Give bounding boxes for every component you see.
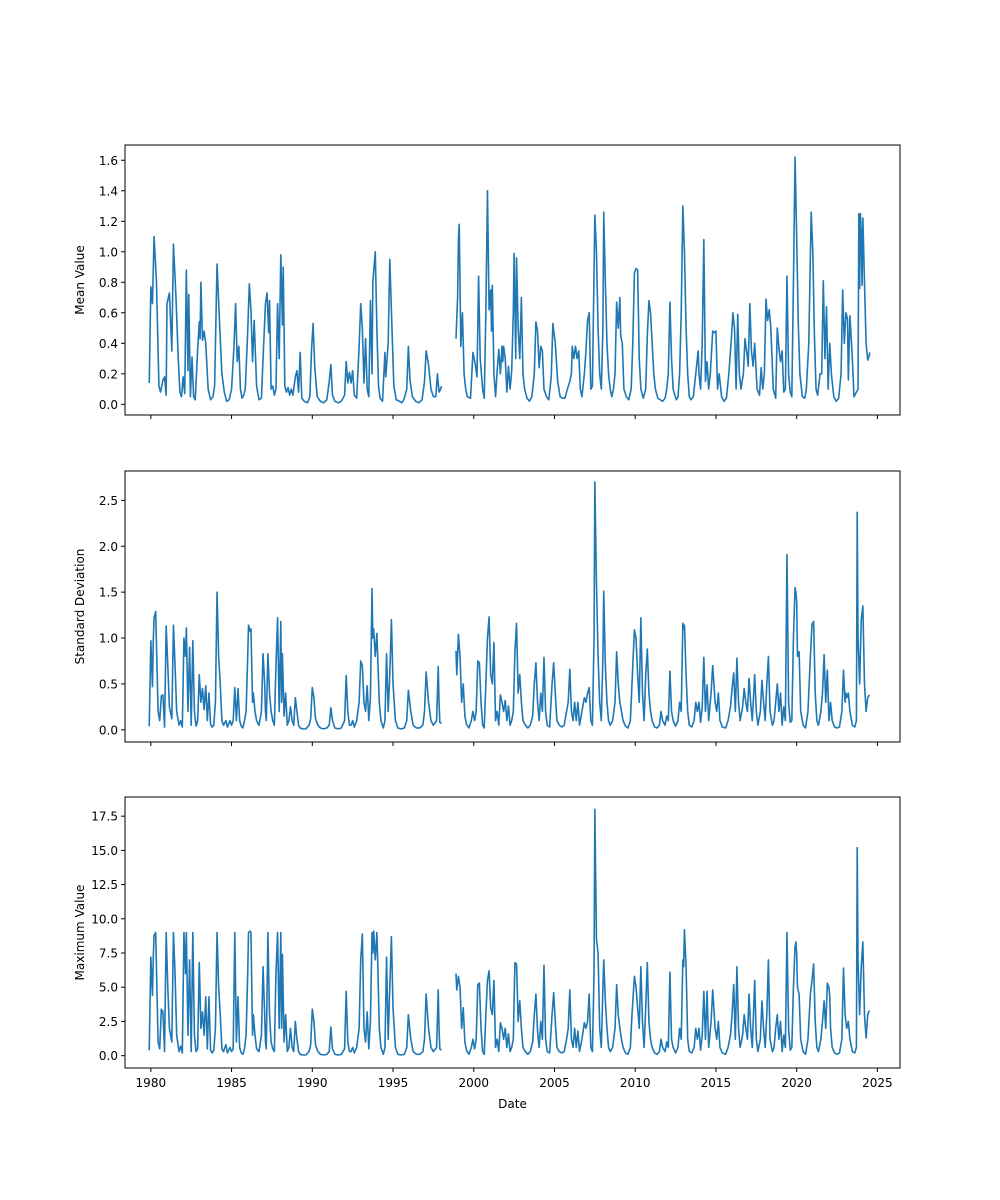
y-tick-label: 12.5 [91, 878, 118, 892]
x-tick-label: 1995 [378, 1076, 409, 1090]
axes-frame [124, 144, 901, 416]
y-tick-label: 2.0 [99, 540, 118, 554]
y-tick-label: 0.5 [99, 677, 118, 691]
y-tick-label: 0.2 [99, 367, 118, 381]
x-tick-label: 2025 [862, 1076, 893, 1090]
x-tick-label: 1990 [297, 1076, 328, 1090]
y-tick-label: 15.0 [91, 844, 118, 858]
x-axis-label: Date [498, 1097, 527, 1111]
x-tick-label: 1980 [136, 1076, 167, 1090]
y-tick-label: 17.5 [91, 810, 118, 824]
y-tick-label: 10.0 [91, 912, 118, 926]
series-line-segment-2 [455, 481, 871, 729]
axes-frame [124, 796, 901, 1069]
y-tick-label: 2.5 [99, 494, 118, 508]
chart-panel-2: 0.0 0.5 1.0 1.5 2.0 2.5 Standard Deviation [73, 470, 901, 746]
y-tick-label: 0.8 [99, 276, 118, 290]
x-tick-label: 2020 [781, 1076, 812, 1090]
y-tick-label: 1.2 [99, 215, 118, 229]
y-tick-label: 7.5 [99, 947, 118, 961]
y-tick-label: 0.0 [99, 398, 118, 412]
y-tick-label: 0.0 [99, 1049, 118, 1063]
y-axis-label: Mean Value [73, 245, 87, 314]
x-tick-label: 2005 [539, 1076, 570, 1090]
x-tick-label: 1985 [216, 1076, 247, 1090]
y-tick-label: 0.6 [99, 306, 118, 320]
series-line-segment-1 [148, 587, 442, 730]
y-tick-label: 1.5 [99, 586, 118, 600]
y-tick-label: 1.4 [99, 184, 118, 198]
x-tick-label: 2015 [701, 1076, 732, 1090]
y-tick-label: 1.0 [99, 245, 118, 259]
series-line-segment-2 [455, 808, 871, 1056]
series-line-segment-2 [455, 156, 871, 403]
chart-panel-3: 0.0 2.5 5.0 7.5 10.0 12.5 15.0 17.5 1980 1985 1990… [73, 796, 901, 1111]
y-tick-label: 0.0 [99, 723, 118, 737]
y-tick-label: 1.0 [99, 632, 118, 646]
x-tick-label: 2000 [458, 1076, 489, 1090]
x-tick-label: 2010 [620, 1076, 651, 1090]
y-tick-label: 5.0 [99, 981, 118, 995]
chart-panel-1: 0.0 0.2 0.4 0.6 0.8 1.0 1.2 1.4 1.6 Mean Value [73, 144, 901, 419]
axes-frame [124, 470, 901, 743]
y-tick-label: 2.5 [99, 1015, 118, 1029]
y-tick-label: 0.4 [99, 337, 118, 351]
y-axis-label: Maximum Value [73, 885, 87, 981]
y-axis-label: Standard Deviation [73, 549, 87, 665]
series-line-segment-1 [148, 930, 442, 1056]
y-tick-label: 1.6 [99, 154, 118, 168]
series-line-segment-1 [148, 235, 443, 404]
